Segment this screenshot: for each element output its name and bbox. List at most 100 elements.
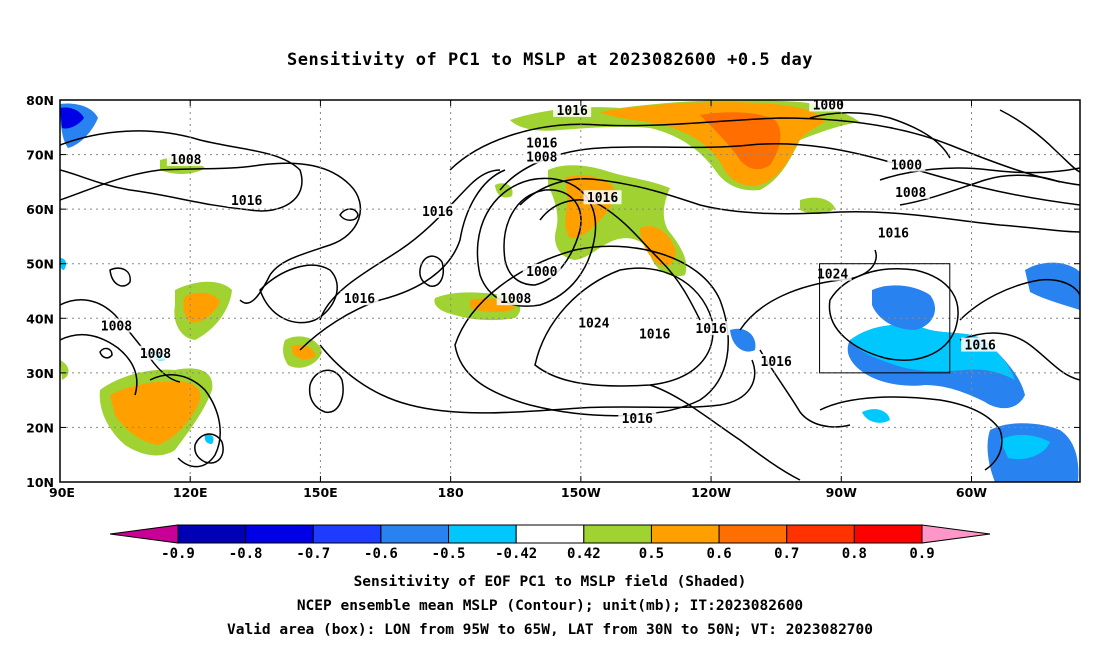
contour-label: 1008: [895, 186, 926, 201]
contour-label: 1016: [587, 191, 618, 206]
colorbar-swatch: [380, 524, 450, 544]
contour-label-bg: [418, 203, 457, 218]
contour-label-bg: [136, 345, 175, 360]
plot-area: 1016 1000 1016 1008 1008 1000 1008 1016 1016 1016…: [60, 100, 1080, 482]
contour-label: 1016: [639, 328, 670, 343]
contour-line: [539, 199, 701, 321]
colorbar-swatch: [853, 524, 923, 544]
map-title: Sensitivity of PC1 to MSLP at 2023082600…: [286, 50, 813, 70]
lat-lon-grid: [60, 100, 1080, 482]
contour-line: [60, 299, 181, 383]
lon-tick-label: 90W: [826, 485, 857, 500]
colorbar-lower-extend: [109, 524, 179, 544]
lat-tick-label: 10N: [26, 475, 54, 490]
mslp-contours: [60, 109, 1080, 481]
contour-line: [454, 245, 729, 417]
colorbar: -0.9 -0.8 -0.7 -0.6 -0.5 -0.42 0.42 0.5 0.6 0.7 0.…: [109, 524, 991, 562]
contour-label-bg: [813, 266, 852, 281]
shade-japan-sea-orange: [292, 344, 316, 360]
contour-label-bg: [618, 411, 657, 426]
contour-label: 1016: [422, 205, 453, 220]
plot-frame: [59, 99, 1081, 483]
contour-line: [339, 208, 359, 221]
contour-line: [519, 178, 1080, 233]
contour-line: [649, 384, 801, 481]
contour-label-bg: [583, 190, 622, 205]
colorbar-tick-label: -0.5: [432, 546, 466, 562]
caption-valid-area: Valid area (box): LON from 95W to 65W, L…: [226, 622, 873, 638]
lon-tick-label: 90E: [49, 485, 75, 500]
shade-hudson: [800, 197, 835, 214]
contour-label-bg: [340, 291, 379, 306]
lat-tick-label: 80N: [26, 93, 54, 108]
lat-tick-label: 30N: [26, 366, 54, 381]
shade-neg-small-sea: [204, 434, 214, 444]
lat-tick-label: 60N: [26, 202, 54, 217]
contour-line: [109, 267, 131, 287]
latitude-tick-labels: 80N 70N 60N 50N 40N 30N 20N 10N: [26, 93, 1080, 490]
colorbar-swatch: [312, 524, 382, 544]
contour-label-bg: [692, 321, 731, 336]
contour-label: 1008: [170, 153, 201, 168]
contour-label: 1008: [500, 292, 531, 307]
contour-line: [809, 112, 951, 159]
shade-neg-arctic-west-dark: [60, 107, 84, 129]
colorbar-upper-extend: [921, 524, 991, 544]
lon-tick-label: 180: [438, 485, 464, 500]
lon-tick-label: 120W: [691, 485, 731, 500]
caption-shading: Sensitivity of EOF PC1 to MSLP field (Sh…: [353, 574, 747, 590]
contour-line: [503, 189, 582, 286]
contour-line: [299, 169, 506, 351]
shade-neg-baja: [730, 328, 756, 352]
colorbar-swatch: [583, 524, 652, 544]
contour-line: [259, 264, 338, 324]
colorbar-tick-label: -0.42: [495, 546, 537, 562]
contour-line: [319, 169, 501, 321]
contour-label-bg: [874, 225, 913, 240]
shade-china-north-orange: [183, 292, 220, 323]
contour-line: [60, 130, 303, 212]
contour-label-bg: [757, 353, 796, 368]
valid-area-box: [819, 263, 951, 374]
shade-kamchatka: [495, 183, 513, 198]
contour-line: [149, 374, 221, 468]
contour-label-bg: [635, 326, 674, 341]
colorbar-tick-label: 0.9: [909, 546, 934, 562]
contour-label: 1024: [817, 268, 848, 283]
contour-label: 1008: [101, 319, 132, 334]
contour-label-bg: [227, 192, 266, 207]
colorbar-tick-label: 0.8: [842, 546, 867, 562]
colorbar-tick-label: -0.9: [161, 546, 195, 562]
contour-line: [419, 255, 444, 287]
shade-neg-gulf-mexico: [862, 409, 890, 423]
colorbar-tick-label: -0.7: [296, 546, 330, 562]
contour-label: 1024: [578, 317, 609, 332]
shade-arctic-russia-red: [700, 112, 781, 170]
contour-label: 1016: [965, 339, 996, 354]
colorbar-swatch: [718, 524, 788, 544]
colorbar-swatch: [515, 524, 585, 544]
contour-line: [534, 267, 714, 387]
contour-line: [60, 333, 138, 396]
contour-label: 1016: [695, 322, 726, 337]
contour-label: 1016: [622, 412, 653, 427]
contour-line: [899, 174, 1061, 206]
colorbar-tick-label: 0.42: [567, 546, 601, 562]
contour-label-bg: [961, 337, 1000, 352]
contour-label-bg: [891, 184, 930, 199]
contour-label: 1008: [140, 347, 171, 362]
shade-neg-caribbean-light: [1000, 434, 1050, 460]
colorbar-tick-label: 0.5: [639, 546, 664, 562]
colorbar-tick-label: -0.6: [364, 546, 398, 562]
contour-line: [194, 433, 224, 464]
contour-label-bg: [574, 315, 613, 330]
contour-label: 1000: [526, 265, 557, 280]
lon-tick-label: 120E: [173, 485, 208, 500]
contour-label: 1000: [891, 158, 922, 173]
colorbar-swatch: [245, 524, 314, 544]
colorbar-swatch: [448, 524, 517, 544]
contour-label-bg: [522, 149, 561, 164]
contour-line: [476, 177, 597, 307]
contour-label-bg: [166, 152, 205, 167]
